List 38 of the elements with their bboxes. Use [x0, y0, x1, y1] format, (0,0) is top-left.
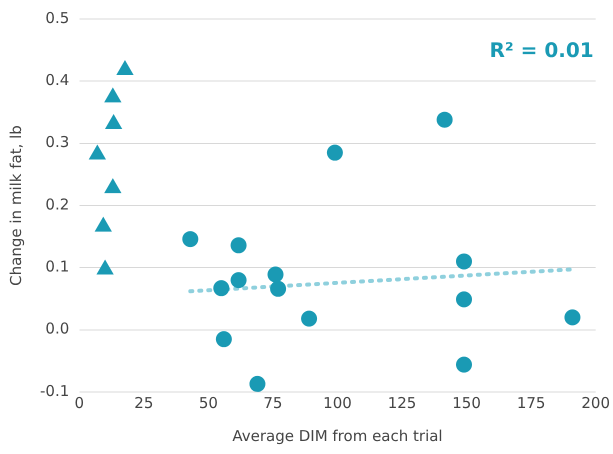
y-axis-title: Change in milk fat, lb	[6, 125, 25, 286]
x-tick-label: 0	[74, 394, 84, 412]
point	[104, 178, 122, 194]
y-tick-label: -0.1	[40, 382, 70, 400]
point	[104, 114, 122, 130]
x-tick-label: 100	[323, 394, 352, 412]
point	[249, 376, 266, 392]
x-tick-label: 25	[134, 394, 154, 412]
point	[213, 280, 230, 296]
x-tick-label: 50	[198, 394, 218, 412]
y-tick-label: 0.2	[45, 195, 70, 214]
x-tick-label: 200	[581, 394, 610, 412]
x-tick-label: 75	[263, 394, 282, 412]
x-axis-title: Average DIM from each trial	[232, 426, 443, 445]
y-tick-label: 0.4	[45, 71, 70, 90]
x-tick-label: 125	[388, 394, 416, 412]
y-tick-label: 0.3	[45, 133, 70, 152]
point	[456, 253, 472, 270]
point	[564, 309, 580, 326]
point	[88, 144, 106, 160]
x-tick-label: 150	[452, 394, 481, 412]
point	[456, 291, 472, 308]
point	[216, 331, 232, 348]
point	[104, 87, 122, 102]
point	[456, 356, 472, 373]
point	[182, 231, 198, 248]
x-tick-label: 175	[516, 394, 546, 412]
point	[301, 310, 318, 327]
y-tick-label: 0.5	[45, 8, 70, 27]
point	[268, 266, 284, 283]
point	[270, 280, 286, 297]
point	[94, 216, 112, 232]
annotation: R² = 0.01	[489, 38, 594, 62]
y-tick-label: 0.0	[45, 320, 70, 338]
point	[230, 237, 247, 254]
point	[116, 60, 134, 75]
y-tick-label: 0.1	[45, 258, 70, 276]
point	[230, 272, 247, 288]
